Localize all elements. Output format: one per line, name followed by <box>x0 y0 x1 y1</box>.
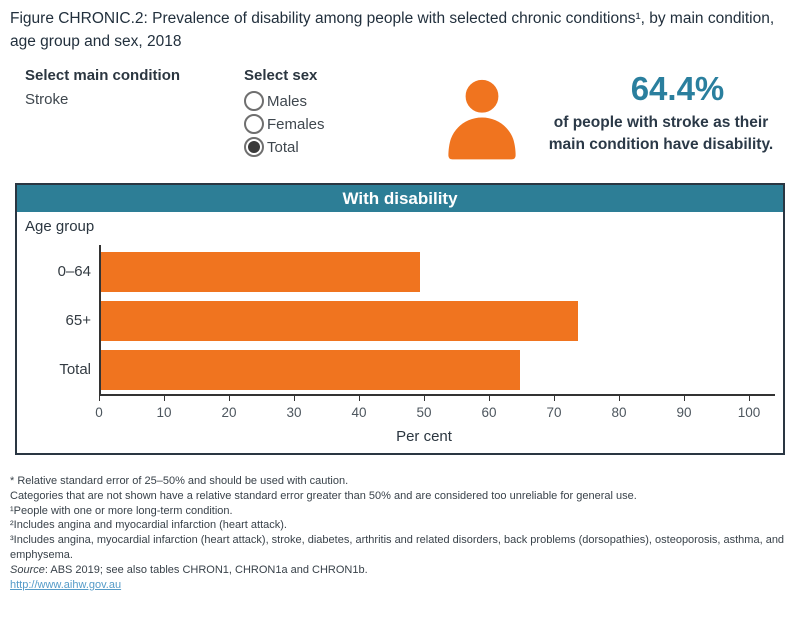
footnote: ¹People with one or more long-term condi… <box>10 504 233 517</box>
sex-radio-label: Total <box>267 138 299 156</box>
figure-title: Figure CHRONIC.2: Prevalence of disabili… <box>10 10 775 50</box>
radio-circle-icon <box>244 114 264 134</box>
stat-caption: of people with stroke as their main cond… <box>525 112 797 156</box>
x-tick <box>99 396 100 401</box>
x-tick-label: 50 <box>416 405 432 420</box>
person-icon <box>441 74 523 171</box>
source-note: Source: ABS 2019; see also tables CHRON1… <box>10 563 792 578</box>
sex-radio-label: Females <box>267 115 325 133</box>
bar[interactable] <box>101 301 578 341</box>
x-tick <box>164 396 165 401</box>
footnote: ²Includes angina and myocardial infarcti… <box>10 519 287 532</box>
x-axis-line <box>99 394 775 396</box>
radio-circle-icon <box>244 91 264 111</box>
category-label: Total <box>59 361 91 378</box>
x-tick-label: 10 <box>156 405 172 420</box>
footnote: Categories that are not shown have a rel… <box>10 489 637 502</box>
footnote: * Relative standard error of 25–50% and … <box>10 475 349 487</box>
sex-radio-group: Males Females Total <box>244 90 325 159</box>
stat-caption-line2: main condition have disability. <box>548 136 774 153</box>
x-tick-label: 40 <box>351 405 367 420</box>
x-tick-label: 60 <box>481 405 497 420</box>
category-label: 65+ <box>65 312 91 329</box>
x-tick <box>684 396 685 401</box>
bar-plot: 0–64 65+ Total 0 10 20 30 40 50 60 70 80 90 100 Per ce… <box>17 185 783 453</box>
x-axis-title: Per cent <box>396 428 452 445</box>
x-tick <box>554 396 555 401</box>
bar[interactable] <box>101 252 420 292</box>
stat-caption-line1: of people with stroke as their <box>553 114 769 131</box>
bar[interactable] <box>101 350 520 390</box>
chart-title: With disability <box>17 185 783 212</box>
sex-radio-total[interactable]: Total <box>244 136 325 158</box>
radio-circle-icon <box>244 137 264 157</box>
stat-percentage: 64.4% <box>630 70 725 107</box>
condition-select-label: Select main condition <box>25 67 181 84</box>
x-tick-label: 70 <box>546 405 562 420</box>
chart-panel: With disability Age group 0–64 65+ Total 0 1… <box>15 183 785 455</box>
x-tick-label: 100 <box>737 405 761 420</box>
x-tick <box>424 396 425 401</box>
source-text: : ABS 2019; see also tables CHRON1, CHRO… <box>44 563 368 576</box>
source-label: Source <box>10 563 45 576</box>
x-tick <box>489 396 490 401</box>
x-tick <box>294 396 295 401</box>
x-tick-label: 80 <box>611 405 627 420</box>
aihw-link[interactable]: http://www.aihw.gov.au <box>10 578 122 591</box>
x-tick <box>749 396 750 401</box>
x-tick-label: 0 <box>95 405 103 420</box>
footnotes: * Relative standard error of 25–50% and … <box>10 474 792 592</box>
footnote: ³Includes angina, myocardial infarction … <box>10 534 785 561</box>
condition-select-value[interactable]: Stroke <box>25 91 69 108</box>
category-axis-title: Age group <box>25 218 95 235</box>
sex-select-label: Select sex <box>244 67 318 84</box>
x-tick-label: 30 <box>286 405 302 420</box>
x-tick <box>229 396 230 401</box>
sex-radio-females[interactable]: Females <box>244 113 325 135</box>
sex-radio-label: Males <box>267 92 308 110</box>
category-label: 0–64 <box>57 263 91 280</box>
x-tick-label: 20 <box>221 405 237 420</box>
x-tick <box>359 396 360 401</box>
y-axis-line <box>99 245 101 396</box>
x-tick <box>619 396 620 401</box>
x-tick-label: 90 <box>676 405 692 420</box>
sex-radio-males[interactable]: Males <box>244 90 325 112</box>
